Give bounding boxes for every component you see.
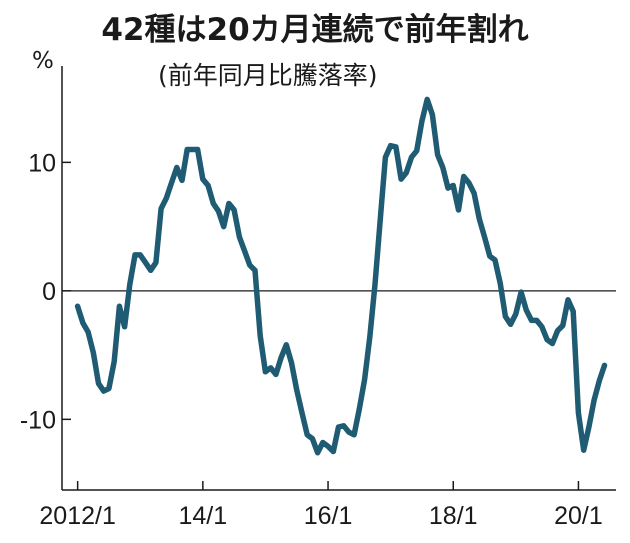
chart-title: 42種は20カ月連続で前年割れ xyxy=(101,12,529,48)
y-tick-label: -10 xyxy=(20,406,56,434)
x-tick-label: 16/1 xyxy=(304,502,353,530)
chart-subtitle: (前年同月比騰落率) xyxy=(158,61,378,90)
x-tick-label: 18/1 xyxy=(429,502,478,530)
y-axis-unit-label: % xyxy=(32,48,54,74)
series-group xyxy=(74,96,608,456)
x-tick-label: 14/1 xyxy=(179,502,228,530)
tick-labels: 10 0 -10 2012/1 14/1 16/1 18/1 20/1 xyxy=(20,149,603,530)
series-line xyxy=(74,96,608,456)
y-tick-label: 10 xyxy=(28,149,56,177)
x-tick-label: 20/1 xyxy=(554,502,603,530)
x-tick-label: 2012/1 xyxy=(39,502,115,530)
y-tick-label: 0 xyxy=(42,278,56,306)
